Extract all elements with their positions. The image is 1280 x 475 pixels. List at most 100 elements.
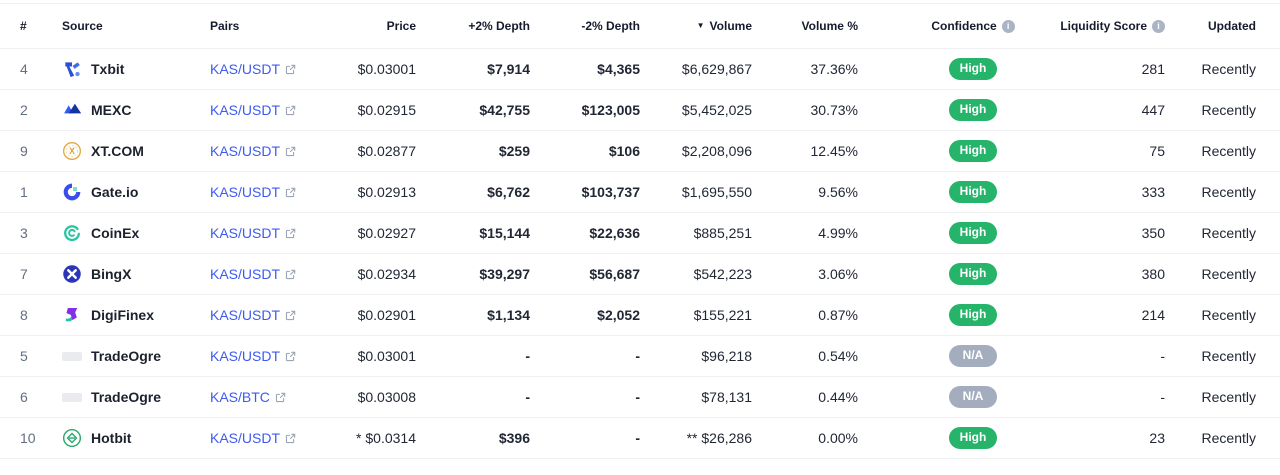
tradeogre-logo: [62, 387, 82, 407]
confidence-badge: N/A: [949, 386, 997, 408]
pair-cell: KAS/USDT: [192, 348, 310, 364]
minus-depth-cell: $103,737: [581, 184, 640, 200]
confidence-cell: High: [858, 58, 1060, 80]
liquidity-cell: 23: [1149, 430, 1165, 446]
pair-link[interactable]: KAS/USDT: [210, 102, 296, 118]
updated-cell: Recently: [1201, 307, 1256, 323]
exchange-name: BingX: [91, 266, 132, 282]
exchange-name: XT.COM: [91, 143, 144, 159]
price-cell: $0.03008: [357, 389, 416, 405]
pair-link[interactable]: KAS/USDT: [210, 225, 296, 241]
pair-link[interactable]: KAS/USDT: [210, 348, 296, 364]
external-link-icon: [285, 146, 296, 157]
exchange-name: TradeOgre: [91, 348, 162, 364]
pair-label: KAS/USDT: [210, 184, 281, 200]
confidence-cell: High: [858, 140, 1060, 162]
header-confidence-label: Confidence: [931, 19, 997, 33]
external-link-icon: [285, 64, 296, 75]
info-icon[interactable]: [1152, 19, 1165, 33]
volume-pct-cell: 4.99%: [818, 225, 858, 241]
exchange-name: CoinEx: [91, 225, 140, 241]
txbit-logo: [62, 59, 82, 79]
rank-cell: 3: [20, 225, 28, 241]
table-row: 3 CoinEx KAS/USDT $0.02927 $15,144 $22,6…: [0, 213, 1280, 254]
header-minus-depth[interactable]: -2% Depth: [581, 19, 640, 33]
header-volume[interactable]: ▼ Volume: [640, 19, 752, 33]
volume-pct-cell: 3.06%: [818, 266, 858, 282]
minus-depth-cell: $123,005: [581, 102, 640, 118]
liquidity-cell: 75: [1149, 143, 1165, 159]
volume-cell: $2,208,096: [681, 143, 752, 159]
pair-label: KAS/BTC: [210, 389, 270, 405]
pair-link[interactable]: KAS/USDT: [210, 143, 296, 159]
price-cell: $0.02927: [357, 225, 416, 241]
pair-link[interactable]: KAS/USDT: [210, 307, 296, 323]
tradeogre-logo: [62, 346, 82, 366]
pair-link[interactable]: KAS/USDT: [210, 61, 296, 77]
header-confidence[interactable]: Confidence: [858, 19, 1060, 33]
volume-pct-cell: 30.73%: [810, 102, 858, 118]
liquidity-cell: 281: [1141, 61, 1165, 77]
header-liquidity[interactable]: Liquidity Score: [1060, 19, 1170, 33]
pair-label: KAS/USDT: [210, 266, 281, 282]
price-cell: $0.02901: [357, 307, 416, 323]
plus-depth-cell: $396: [498, 430, 530, 446]
rank-cell: 10: [20, 430, 36, 446]
source-cell: MEXC: [44, 100, 192, 120]
exchange-name: TradeOgre: [91, 389, 162, 405]
header-volume-label: Volume: [709, 19, 752, 33]
header-rank[interactable]: #: [20, 19, 27, 33]
volume-cell: $155,221: [693, 307, 752, 323]
markets-table: # Source Pairs Price +2% Depth -2% Depth…: [0, 3, 1280, 459]
info-icon[interactable]: [1001, 19, 1015, 33]
updated-cell: Recently: [1201, 389, 1256, 405]
confidence-cell: High: [858, 263, 1060, 285]
volume-pct-cell: 12.45%: [810, 143, 858, 159]
minus-depth-cell: -: [635, 389, 640, 405]
price-cell: $0.03001: [357, 61, 416, 77]
source-cell: CoinEx: [44, 223, 192, 243]
pair-link[interactable]: KAS/USDT: [210, 184, 296, 200]
external-link-icon: [285, 269, 296, 280]
pair-cell: KAS/USDT: [192, 61, 310, 77]
header-volume-pct[interactable]: Volume %: [801, 19, 858, 33]
header-plus-depth[interactable]: +2% Depth: [468, 19, 530, 33]
confidence-badge: High: [948, 222, 998, 244]
xt-logo: X: [62, 141, 82, 161]
confidence-cell: High: [858, 427, 1060, 449]
pair-label: KAS/USDT: [210, 61, 281, 77]
header-price[interactable]: Price: [386, 19, 416, 33]
pair-link[interactable]: KAS/USDT: [210, 430, 296, 446]
rank-cell: 1: [20, 184, 28, 200]
exchange-name: MEXC: [91, 102, 132, 118]
exchange-name: Txbit: [91, 61, 125, 77]
confidence-cell: High: [858, 99, 1060, 121]
confidence-cell: High: [858, 181, 1060, 203]
pair-cell: KAS/USDT: [192, 307, 310, 323]
bingx-logo: [62, 264, 82, 284]
table-row: 1 Gate.io KAS/USDT $0.02913 $6,762 $103,…: [0, 172, 1280, 213]
table-row: 9 X XT.COM KAS/USDT $0.02877 $259 $106 $…: [0, 131, 1280, 172]
table-row: 7 BingX KAS/USDT $0.02934 $39,297 $56,68…: [0, 254, 1280, 295]
price-cell: $0.02915: [357, 102, 416, 118]
liquidity-cell: 214: [1141, 307, 1165, 323]
pair-link[interactable]: KAS/BTC: [210, 389, 286, 405]
volume-cell: $78,131: [701, 389, 752, 405]
pair-link[interactable]: KAS/USDT: [210, 266, 296, 282]
volume-pct-cell: 0.00%: [818, 430, 858, 446]
external-link-icon: [285, 433, 296, 444]
source-cell: BingX: [44, 264, 192, 284]
exchange-name: DigiFinex: [91, 307, 155, 323]
confidence-badge: N/A: [949, 345, 997, 367]
header-pairs[interactable]: Pairs: [210, 19, 240, 33]
rank-cell: 8: [20, 307, 28, 323]
plus-depth-cell: $259: [498, 143, 530, 159]
minus-depth-cell: $2,052: [597, 307, 640, 323]
updated-cell: Recently: [1201, 61, 1256, 77]
updated-cell: Recently: [1201, 266, 1256, 282]
rank-cell: 5: [20, 348, 28, 364]
confidence-badge: High: [948, 99, 998, 121]
source-cell: DigiFinex: [44, 305, 192, 325]
header-source[interactable]: Source: [62, 19, 103, 33]
header-updated[interactable]: Updated: [1208, 19, 1256, 33]
